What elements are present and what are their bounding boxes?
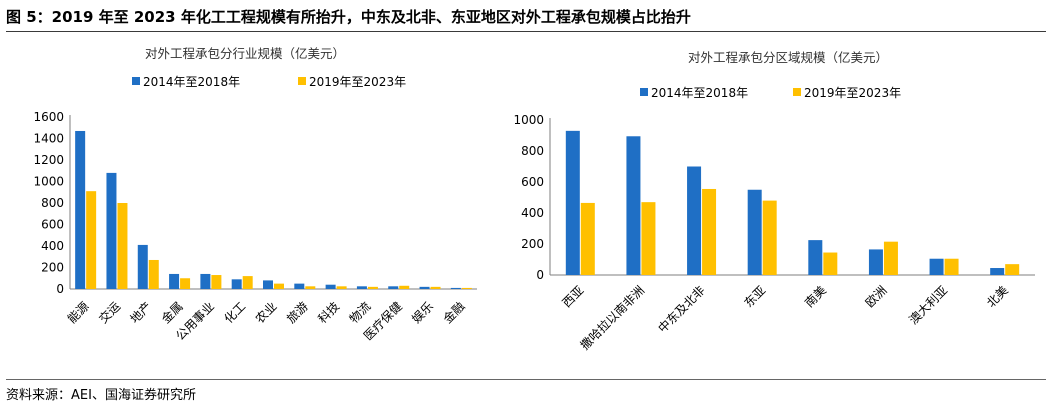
legend-label-0-1: 2019年至2023年	[309, 75, 406, 89]
legend-label-1-0: 2014年至2018年	[651, 86, 748, 100]
bar-0-0-7	[294, 283, 305, 289]
category-label-0-3: 金属	[158, 299, 186, 327]
legend-swatch-0-0	[132, 77, 140, 85]
y-tick-label-0-4: 800	[41, 196, 64, 210]
bar-0-0-5	[231, 279, 242, 289]
top-rule	[6, 31, 1046, 32]
category-label-0-11: 娱乐	[409, 299, 436, 326]
bar-1-0-6	[929, 258, 944, 275]
bar-0-0-4	[200, 273, 211, 289]
y-tick-label-1-5: 1000	[513, 113, 544, 127]
legend-label-0-0: 2014年至2018年	[143, 75, 240, 89]
bar-0-0-11	[419, 286, 430, 289]
bar-1-0-4	[808, 240, 823, 275]
bar-1-0-5	[868, 249, 883, 275]
bar-0-0-12	[450, 287, 461, 289]
bar-0-1-9	[367, 286, 378, 289]
bar-1-1-3	[762, 200, 777, 275]
bar-1-0-3	[747, 189, 762, 275]
bar-0-0-9	[356, 286, 367, 289]
y-tick-label-0-1: 200	[41, 261, 64, 275]
bar-0-1-3	[180, 278, 191, 289]
bar-0-0-0	[75, 130, 86, 289]
y-tick-label-0-7: 1400	[33, 132, 64, 146]
bar-0-1-1	[117, 203, 128, 289]
category-label-0-0: 能源	[65, 299, 92, 326]
bar-0-1-0	[86, 191, 97, 289]
y-tick-label-1-1: 200	[521, 237, 544, 251]
chart-title-0: 对外工程承包分行业规模（亿美元）	[145, 46, 345, 61]
bar-0-1-7	[305, 286, 316, 289]
y-tick-label-1-3: 600	[521, 175, 544, 189]
bar-0-1-8	[336, 286, 347, 289]
category-label-1-2: 中东及北非	[655, 283, 708, 336]
bar-0-1-11	[430, 286, 441, 289]
category-label-1-4: 南美	[801, 283, 829, 311]
bar-0-1-12	[461, 287, 472, 289]
category-label-0-1: 交运	[95, 299, 123, 327]
figure-title: 图 5：2019 年至 2023 年化工工程规模有所抬升，中东及北非、东亚地区对…	[6, 8, 691, 26]
category-label-0-8: 科技	[315, 299, 342, 326]
bar-1-1-7	[1005, 264, 1020, 275]
category-label-1-3: 东亚	[741, 283, 768, 310]
bar-0-0-2	[137, 244, 148, 289]
bar-1-0-1	[626, 136, 641, 275]
legend-swatch-1-1	[793, 88, 801, 96]
bar-1-1-5	[883, 241, 898, 275]
category-label-0-6: 农业	[253, 299, 280, 326]
bar-0-1-2	[148, 259, 159, 289]
bar-1-0-7	[990, 268, 1005, 275]
bar-1-1-6	[944, 258, 959, 275]
category-label-1-5: 欧洲	[863, 283, 890, 310]
y-tick-label-0-2: 400	[41, 239, 64, 253]
y-tick-label-0-3: 600	[41, 218, 64, 232]
category-label-1-1: 撒哈拉以南非洲	[577, 283, 647, 353]
category-label-0-7: 旅游	[284, 299, 311, 326]
category-label-0-12: 金融	[440, 299, 468, 327]
source-note: 资料来源：AEI、国海证券研究所	[6, 388, 196, 403]
category-label-0-2: 地产	[128, 299, 155, 326]
bar-0-0-8	[325, 284, 336, 289]
category-label-0-5: 化工	[221, 299, 248, 326]
y-tick-label-1-4: 800	[521, 144, 544, 158]
bar-0-1-10	[399, 285, 410, 289]
bar-1-1-2	[702, 188, 717, 275]
category-label-1-0: 西亚	[560, 283, 587, 310]
bar-0-0-1	[106, 172, 117, 289]
category-label-1-6: 澳大利亚	[906, 283, 950, 327]
category-label-0-9: 物流	[347, 299, 374, 326]
y-tick-label-0-0: 0	[56, 282, 64, 296]
legend-swatch-1-0	[640, 88, 648, 96]
category-label-1-7: 北美	[984, 283, 1011, 310]
bar-0-1-5	[242, 276, 253, 289]
y-tick-label-1-2: 400	[521, 206, 544, 220]
bar-0-0-6	[263, 280, 273, 289]
y-tick-label-0-5: 1000	[33, 175, 64, 189]
bar-1-0-2	[687, 166, 702, 275]
bar-1-0-0	[565, 130, 580, 275]
bar-1-1-1	[641, 202, 656, 275]
bar-1-1-4	[823, 252, 838, 275]
legend-swatch-0-1	[298, 77, 306, 85]
bottom-rule	[6, 379, 1046, 380]
bar-0-1-6	[274, 283, 284, 289]
y-tick-label-0-6: 1200	[33, 153, 64, 167]
bar-0-0-3	[169, 273, 180, 289]
bar-0-1-4	[211, 275, 222, 289]
chart-title-1: 对外工程承包分区域规模（亿美元）	[688, 50, 888, 65]
bar-1-1-0	[580, 202, 595, 275]
y-tick-label-1-0: 0	[536, 268, 544, 282]
y-tick-label-0-8: 1600	[33, 110, 64, 124]
bar-0-0-10	[388, 286, 399, 289]
legend-label-1-1: 2019年至2023年	[804, 86, 901, 100]
